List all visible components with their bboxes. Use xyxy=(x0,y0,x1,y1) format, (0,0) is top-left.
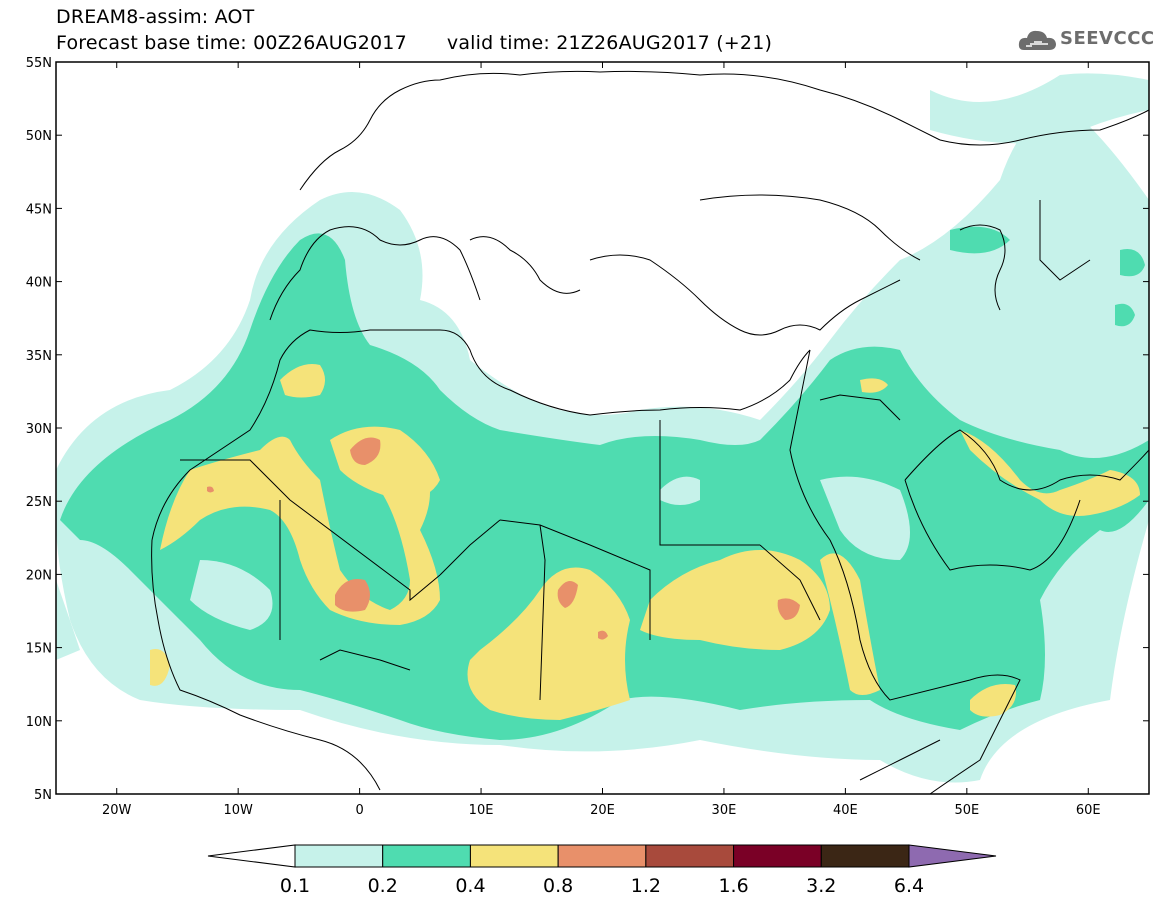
lat-tick-label: 40N xyxy=(26,276,52,291)
lat-tick-label: 25N xyxy=(26,495,52,510)
lat-tick-label: 20N xyxy=(26,568,52,583)
lat-tick-label: 5N xyxy=(34,788,52,803)
colorbar-swatch xyxy=(382,844,471,868)
aot-band-0-8 xyxy=(207,437,800,640)
colorbar-swatch xyxy=(733,844,822,868)
lat-tick-label: 50N xyxy=(26,129,52,144)
lon-tick-label: 40E xyxy=(833,803,858,818)
aot-band-0-2 xyxy=(60,226,1149,741)
forecast-times: Forecast base time: 00Z26AUG2017 valid ti… xyxy=(56,32,772,54)
colorbar-low-arrow xyxy=(207,844,296,868)
colorbar-level-label: 0.2 xyxy=(368,875,398,897)
lat-tick-label: 35N xyxy=(26,349,52,364)
aot-band-0-4 xyxy=(150,364,1140,720)
colorbar-level-label: 1.2 xyxy=(631,875,661,897)
colorbar-swatch xyxy=(294,844,384,868)
latitude-axis: 5N 10N 15N 20N 25N 30N 35N 40N 45N 50N 55N xyxy=(26,56,1149,803)
lon-tick-label: 10E xyxy=(469,803,494,818)
base-time: Forecast base time: 00Z26AUG2017 xyxy=(56,32,407,54)
cloud-logo-icon xyxy=(1018,30,1056,50)
colorbar-swatch xyxy=(820,844,910,868)
colorbar-high-arrow xyxy=(908,844,997,868)
colorbar-swatch xyxy=(469,844,559,868)
colorbar-level-label: 0.1 xyxy=(280,875,310,897)
longitude-axis: 20W 10W 0 10E 20E 30E 40E 50E 60E xyxy=(102,62,1101,818)
lat-tick-label: 10N xyxy=(26,715,52,730)
colorbar-legend: 0.1 0.2 0.4 0.8 1.2 1.6 3.2 6.4 xyxy=(207,844,997,897)
logo-text: SEEVCCC xyxy=(1060,28,1155,49)
coastlines-and-borders xyxy=(151,70,1149,794)
lon-tick-label: 10W xyxy=(223,803,253,818)
lat-tick-label: 30N xyxy=(26,422,52,437)
colorbar-level-label: 1.6 xyxy=(718,875,748,897)
lon-tick-label: 30E xyxy=(712,803,737,818)
valid-time: valid time: 21Z26AUG2017 (+21) xyxy=(446,32,773,54)
colorbar-level-label: 0.4 xyxy=(455,875,485,897)
lon-tick-label: 20E xyxy=(590,803,615,818)
colorbar-swatch xyxy=(557,844,647,868)
lat-tick-label: 55N xyxy=(26,56,52,71)
colorbar-level-label: 6.4 xyxy=(894,875,924,897)
lat-tick-label: 45N xyxy=(26,202,52,217)
lon-tick-label: 60E xyxy=(1076,803,1101,818)
map-title: DREAM8-assim: AOT xyxy=(56,6,255,28)
lon-tick-label: 0 xyxy=(355,803,363,818)
lon-tick-label: 20W xyxy=(102,803,132,818)
lat-tick-label: 15N xyxy=(26,642,52,657)
colorbar-level-label: 3.2 xyxy=(806,875,836,897)
colorbar-level-label: 0.8 xyxy=(543,875,573,897)
colorbar-swatch xyxy=(645,844,735,868)
aot-field xyxy=(56,62,1149,794)
lon-tick-label: 50E xyxy=(954,803,979,818)
